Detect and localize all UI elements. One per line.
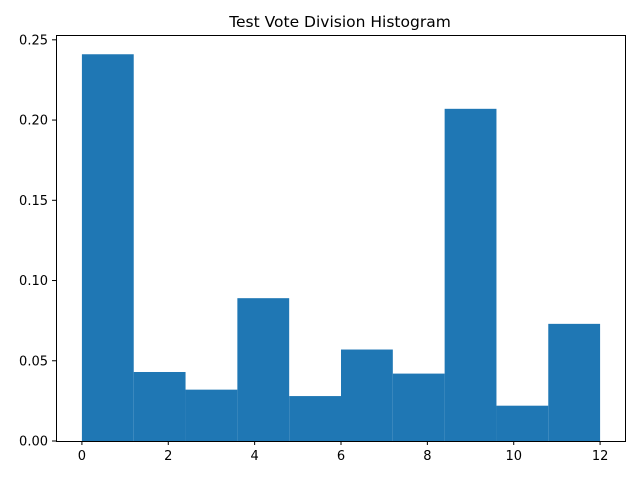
histogram-bar-6 bbox=[392, 373, 445, 441]
y-tick-label: 0.05 bbox=[19, 354, 48, 369]
x-tick-label: 6 bbox=[337, 449, 345, 464]
y-tick-label: 0.00 bbox=[19, 435, 48, 450]
y-axis: 0.00 0.05 0.10 0.15 0.20 0.25 bbox=[19, 33, 56, 450]
x-axis: 0 2 4 6 8 10 12 bbox=[78, 441, 609, 464]
y-tick-label: 0.25 bbox=[19, 33, 48, 48]
x-tick-label: 2 bbox=[164, 449, 172, 464]
chart-title: Test Vote Division Histogram bbox=[228, 13, 451, 31]
histogram-bar-7 bbox=[444, 108, 497, 442]
x-tick-label: 0 bbox=[78, 449, 86, 464]
y-tick-label: 0.10 bbox=[19, 274, 48, 289]
histogram-bar-8 bbox=[496, 405, 549, 441]
x-tick-label: 12 bbox=[592, 449, 609, 464]
x-tick-label: 4 bbox=[250, 449, 258, 464]
histogram-bar-1 bbox=[133, 371, 186, 441]
histogram-bar-4 bbox=[289, 396, 341, 441]
x-tick-label: 8 bbox=[423, 449, 431, 464]
y-tick-label: 0.20 bbox=[19, 114, 48, 129]
histogram-bar-2 bbox=[185, 389, 238, 441]
histogram-bar-0 bbox=[81, 54, 134, 441]
histogram-bar-3 bbox=[237, 298, 290, 441]
plot-frame bbox=[56, 35, 626, 442]
histogram-bar-5 bbox=[341, 349, 393, 441]
histogram-bar-9 bbox=[548, 323, 601, 441]
bars-group bbox=[81, 54, 601, 442]
y-tick-label: 0.15 bbox=[19, 194, 48, 209]
x-tick-label: 10 bbox=[505, 449, 522, 464]
